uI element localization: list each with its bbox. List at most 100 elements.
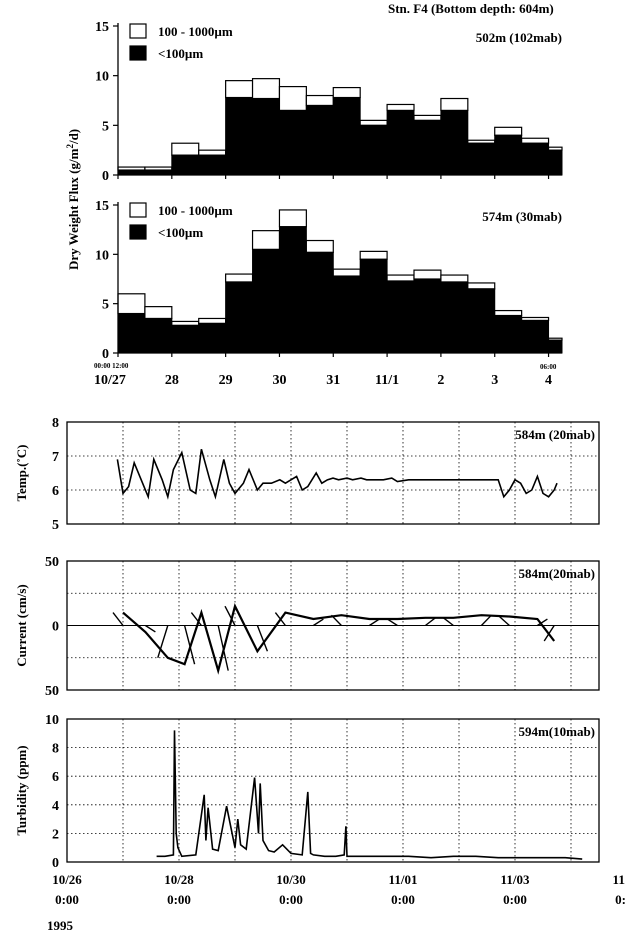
temp-y-tick-label: 8 (52, 416, 59, 431)
flux2-bar-fine (252, 248, 280, 354)
flux2-bar-fine (467, 288, 496, 354)
flux2-x-tick-label: 11/1 (375, 373, 399, 388)
flux2-legend-swatch-fine (129, 224, 147, 240)
station-label: Stn. F4 (Bottom depth: 604m) (388, 1, 554, 16)
temp-ylabel: Temp.(˚C) (14, 445, 29, 502)
flux1-legend-fine: <100µm (158, 46, 203, 61)
flux2-bar-fine (171, 324, 200, 354)
turbidity-x-tick-label-date: 10/30 (276, 872, 306, 887)
flux1-bar-fine (144, 169, 173, 176)
flux2-bar-fine (332, 275, 361, 354)
current-series-line (122, 602, 556, 675)
flux1-bar-coarse (386, 103, 415, 112)
flux2-x-tick-label: 31 (326, 373, 340, 388)
flux1-bar-coarse (171, 142, 200, 156)
flux2-legend-swatch-coarse (129, 202, 147, 218)
turbidity-x-tick-label-date: 11/03 (501, 872, 530, 887)
flux2-bar-coarse (225, 273, 254, 283)
turbidity-x-tick-label-time: 0:00 (391, 892, 415, 907)
turbidity-x-tick-label-time: 0:00 (279, 892, 303, 907)
flux2-y-tick-label: 5 (102, 298, 109, 313)
flux1-bar-coarse (521, 137, 550, 144)
current-stick (537, 618, 548, 627)
flux2-x-tick-label: 3 (491, 373, 498, 388)
flux1-y-tick-label: 10 (95, 70, 109, 85)
flux2-x-tick-label: 2 (437, 373, 444, 388)
flux2-bar-coarse (359, 250, 388, 260)
current-stick (387, 618, 398, 627)
turbidity-y-tick-label: 4 (52, 799, 59, 814)
current-stick (224, 605, 236, 626)
flux2-bar-coarse (171, 320, 200, 326)
flux2-bar-fine (198, 322, 227, 354)
current-ylabel: Current (cm/s) (14, 584, 29, 666)
flux1-bar-fine (332, 97, 361, 176)
flux2-bar-coarse (467, 282, 496, 290)
turbidity-x-tick-label-date: 11/05 (613, 872, 625, 887)
flux1-bar-fine (225, 97, 254, 176)
turbidity-x-tick-label-date: 10/26 (52, 872, 82, 887)
flux2-bar-fine (521, 319, 550, 354)
flux1-bar-fine (359, 124, 388, 176)
flux2-y-tick-label: 10 (95, 248, 109, 263)
flux2-x-tick-label: 4 (545, 373, 552, 388)
turbidity-x-tick-label-time: 0:00 (503, 892, 527, 907)
chart-marks: 0 5 10 15 100 - 1000µm <100µm 502m (102mab) 0 5 1… (14, 20, 625, 907)
flux1-bar-coarse (278, 85, 307, 112)
flux2-bar-fine (225, 281, 254, 354)
current-stick (145, 624, 156, 633)
flux1-bar-fine (440, 109, 469, 176)
temp-series-line (116, 448, 558, 500)
flux2-x-small-label-end: 06:00 (540, 363, 557, 371)
flux1-y-tick-label: 5 (102, 119, 109, 134)
flux1-bar-fine (494, 134, 523, 176)
flux2-bar-fine (278, 226, 307, 354)
temp-y-tick-label: 5 (52, 518, 59, 533)
flux1-bar-coarse (413, 114, 442, 121)
flux1-y-tick-label: 15 (95, 20, 109, 35)
flux1-y-tick-label: 0 (102, 169, 109, 184)
flux1-bar-fine (521, 142, 550, 176)
flux1-bar-fine (198, 154, 227, 176)
flux2-bar-coarse (198, 317, 227, 325)
flux1-bar-fine (278, 109, 307, 176)
flux1-bar-coarse (440, 97, 469, 112)
current-stick (112, 612, 124, 626)
turbidity-y-tick-label: 8 (52, 742, 59, 757)
year-label: 1995 (47, 918, 74, 933)
temp-y-tick-label: 6 (52, 484, 59, 499)
current-stick (442, 617, 454, 627)
flux2-legend-fine: <100µm (158, 225, 203, 240)
flux1-legend-swatch-coarse (129, 23, 147, 39)
current-stick (498, 615, 510, 627)
turbidity-series-line (156, 730, 583, 860)
turbidity-x-tick-label-date: 10/28 (164, 872, 194, 887)
temp-frame (66, 421, 600, 525)
flux2-bar-coarse (440, 274, 469, 283)
flux1-bar-coarse (305, 94, 334, 107)
current-y-tick-label: 50 (45, 555, 59, 570)
current-stick (183, 625, 196, 665)
flux2-x-tick-label: 29 (219, 373, 233, 388)
turbidity-y-tick-label: 6 (52, 770, 59, 785)
flux2-bar-coarse (144, 306, 173, 320)
flux2-y-tick-label: 15 (95, 199, 109, 214)
flux2-bar-fine (305, 251, 334, 354)
temp-depth-label: 584m (20mab) (515, 427, 595, 442)
flux2-x-tick-label: 10/27 (94, 373, 126, 388)
flux2-bar-fine (144, 317, 173, 354)
flux2-depth-label: 574m (30mab) (482, 209, 562, 224)
current-y-tick-label: 0 (52, 620, 59, 635)
current-stick (480, 614, 492, 626)
current-stick (313, 618, 324, 627)
flux1-bar-fine (548, 149, 563, 176)
current-depth-label: 584m(20mab) (518, 566, 595, 581)
current-stick (369, 618, 380, 627)
flux1-bar-fine (413, 119, 442, 176)
current-stick (157, 625, 169, 658)
current-stick (424, 617, 436, 627)
flux2-bar-coarse (305, 239, 334, 253)
flux2-bar-coarse (332, 268, 361, 277)
temp-y-tick-label: 7 (52, 450, 59, 465)
